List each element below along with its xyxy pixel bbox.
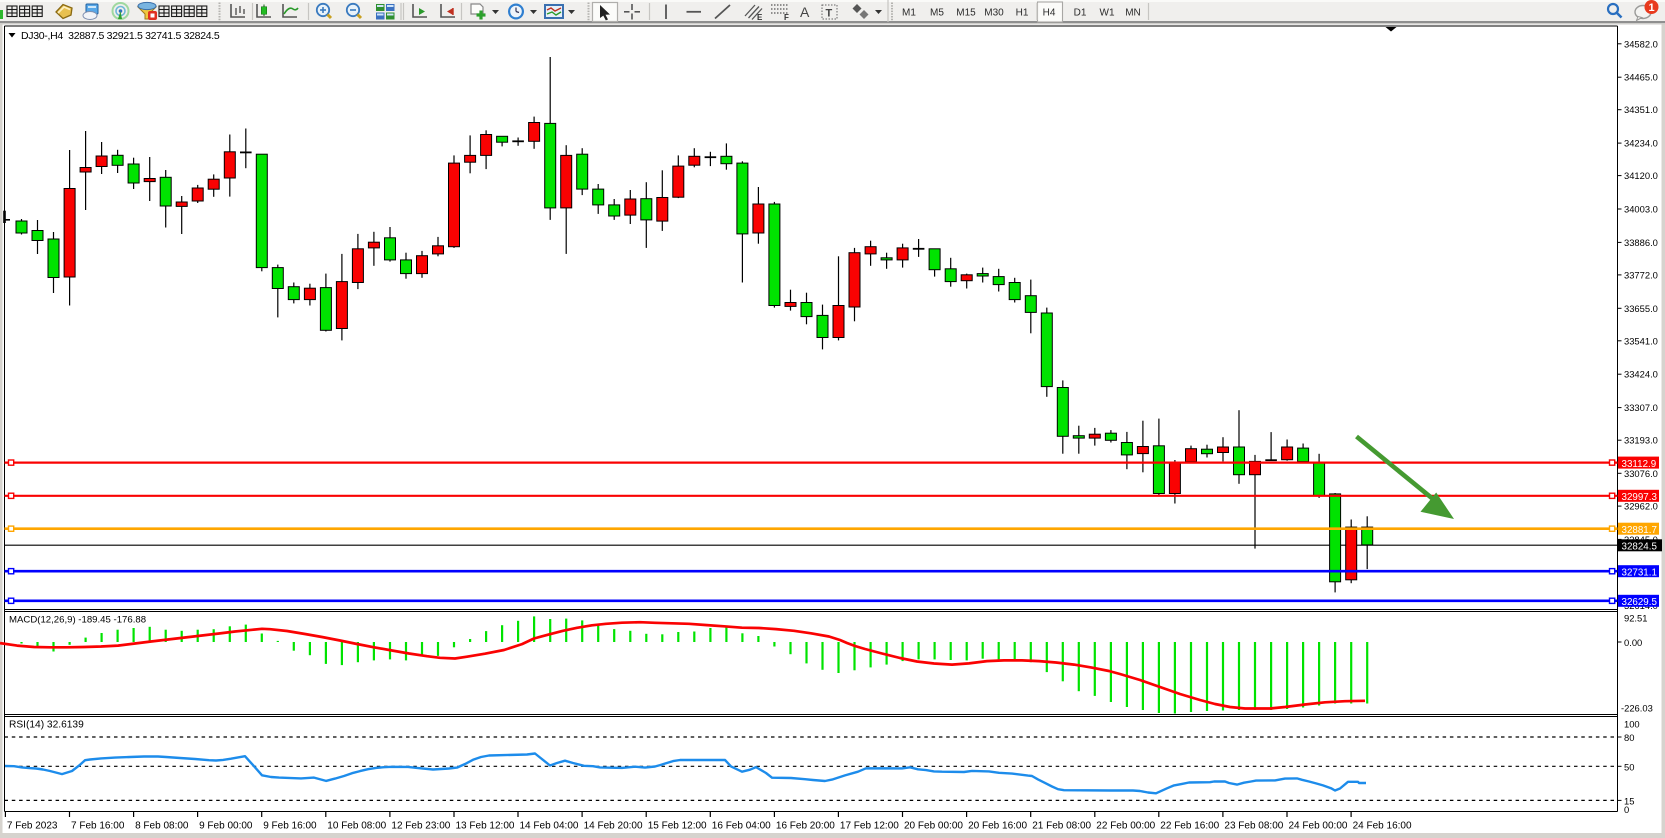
svg-text:80: 80 bbox=[1624, 732, 1634, 743]
svg-text:32881.7: 32881.7 bbox=[1622, 525, 1657, 536]
svg-text:23 Feb 08:00: 23 Feb 08:00 bbox=[1224, 821, 1283, 832]
svg-text:7 Feb 2023: 7 Feb 2023 bbox=[7, 821, 58, 832]
svg-text:16 Feb 20:00: 16 Feb 20:00 bbox=[776, 821, 835, 832]
svg-text:32824.5: 32824.5 bbox=[1622, 542, 1658, 553]
svg-text:MN: MN bbox=[1125, 8, 1141, 19]
svg-text:33655.0: 33655.0 bbox=[1624, 303, 1658, 314]
svg-text:20 Feb 16:00: 20 Feb 16:00 bbox=[968, 821, 1027, 832]
svg-text:33886.0: 33886.0 bbox=[1624, 237, 1658, 248]
svg-text:34465.0: 34465.0 bbox=[1624, 72, 1658, 83]
svg-text:22 Feb 00:00: 22 Feb 00:00 bbox=[1096, 821, 1155, 832]
svg-text:22 Feb 16:00: 22 Feb 16:00 bbox=[1160, 821, 1219, 832]
svg-text:H1: H1 bbox=[1016, 8, 1029, 19]
svg-text:DJ30-,H4 32887.5 32921.5 3274: DJ30-,H4 32887.5 32921.5 32741.5 32824.5 bbox=[21, 30, 220, 42]
svg-text:H4: H4 bbox=[1043, 8, 1056, 19]
svg-text:20 Feb 00:00: 20 Feb 00:00 bbox=[904, 821, 963, 832]
svg-text:7 Feb 16:00: 7 Feb 16:00 bbox=[71, 821, 125, 832]
svg-text:A: A bbox=[800, 4, 810, 20]
svg-text:32629.5: 32629.5 bbox=[1622, 597, 1658, 608]
svg-text:33076.0: 33076.0 bbox=[1624, 468, 1658, 479]
svg-text:21 Feb 08:00: 21 Feb 08:00 bbox=[1032, 821, 1091, 832]
svg-text:E: E bbox=[757, 13, 763, 22]
svg-text:1: 1 bbox=[1648, 2, 1654, 14]
svg-text:33541.0: 33541.0 bbox=[1624, 335, 1658, 346]
svg-text:17 Feb 12:00: 17 Feb 12:00 bbox=[840, 821, 899, 832]
svg-text:13 Feb 12:00: 13 Feb 12:00 bbox=[456, 821, 515, 832]
svg-text:16 Feb 04:00: 16 Feb 04:00 bbox=[712, 821, 771, 832]
svg-text:33193.0: 33193.0 bbox=[1624, 435, 1658, 446]
svg-text:M15: M15 bbox=[956, 8, 976, 19]
svg-text:D1: D1 bbox=[1074, 8, 1087, 19]
svg-text:34120.0: 34120.0 bbox=[1624, 170, 1658, 181]
svg-text:RSI(14) 32.6139: RSI(14) 32.6139 bbox=[9, 720, 84, 731]
svg-text:M5: M5 bbox=[930, 8, 944, 19]
svg-text:50: 50 bbox=[1624, 761, 1634, 772]
svg-text:100: 100 bbox=[1624, 719, 1640, 730]
svg-text:15: 15 bbox=[1624, 795, 1634, 806]
svg-text:34582.0: 34582.0 bbox=[1624, 38, 1658, 49]
svg-text:10 Feb 08:00: 10 Feb 08:00 bbox=[327, 821, 386, 832]
svg-text:15 Feb 12:00: 15 Feb 12:00 bbox=[648, 821, 707, 832]
svg-text:32962.0: 32962.0 bbox=[1624, 501, 1658, 512]
svg-text:14 Feb 20:00: 14 Feb 20:00 bbox=[584, 821, 643, 832]
svg-text:33424.0: 33424.0 bbox=[1624, 369, 1658, 380]
svg-text:32997.3: 32997.3 bbox=[1622, 492, 1658, 503]
svg-text:9 Feb 16:00: 9 Feb 16:00 bbox=[263, 821, 317, 832]
svg-text:M30: M30 bbox=[984, 8, 1004, 19]
svg-text:24 Feb 00:00: 24 Feb 00:00 bbox=[1289, 821, 1348, 832]
svg-text:34003.0: 34003.0 bbox=[1624, 204, 1658, 215]
svg-text:-226.03: -226.03 bbox=[1621, 703, 1653, 714]
svg-text:34351.0: 34351.0 bbox=[1624, 104, 1658, 115]
svg-text:33307.0: 33307.0 bbox=[1624, 402, 1658, 413]
svg-text:F: F bbox=[784, 13, 789, 22]
svg-text:0: 0 bbox=[1624, 804, 1629, 815]
svg-text:33772.0: 33772.0 bbox=[1624, 269, 1658, 280]
svg-text:9 Feb 00:00: 9 Feb 00:00 bbox=[199, 821, 253, 832]
svg-text:0.00: 0.00 bbox=[1624, 637, 1642, 648]
svg-text:34234.0: 34234.0 bbox=[1624, 138, 1658, 149]
svg-text:24 Feb 16:00: 24 Feb 16:00 bbox=[1353, 821, 1412, 832]
svg-text:32731.1: 32731.1 bbox=[1622, 567, 1657, 578]
svg-text:12 Feb 23:00: 12 Feb 23:00 bbox=[391, 821, 450, 832]
svg-text:14 Feb 04:00: 14 Feb 04:00 bbox=[520, 821, 579, 832]
svg-text:33112.9: 33112.9 bbox=[1622, 459, 1657, 470]
svg-text:92.51: 92.51 bbox=[1624, 613, 1647, 624]
svg-text:MACD(12,26,9) -189.45 -176.88: MACD(12,26,9) -189.45 -176.88 bbox=[9, 615, 146, 626]
svg-text:T: T bbox=[826, 8, 833, 20]
svg-text:W1: W1 bbox=[1100, 8, 1115, 19]
svg-text:M1: M1 bbox=[902, 8, 916, 19]
svg-text:8 Feb 08:00: 8 Feb 08:00 bbox=[135, 821, 189, 832]
